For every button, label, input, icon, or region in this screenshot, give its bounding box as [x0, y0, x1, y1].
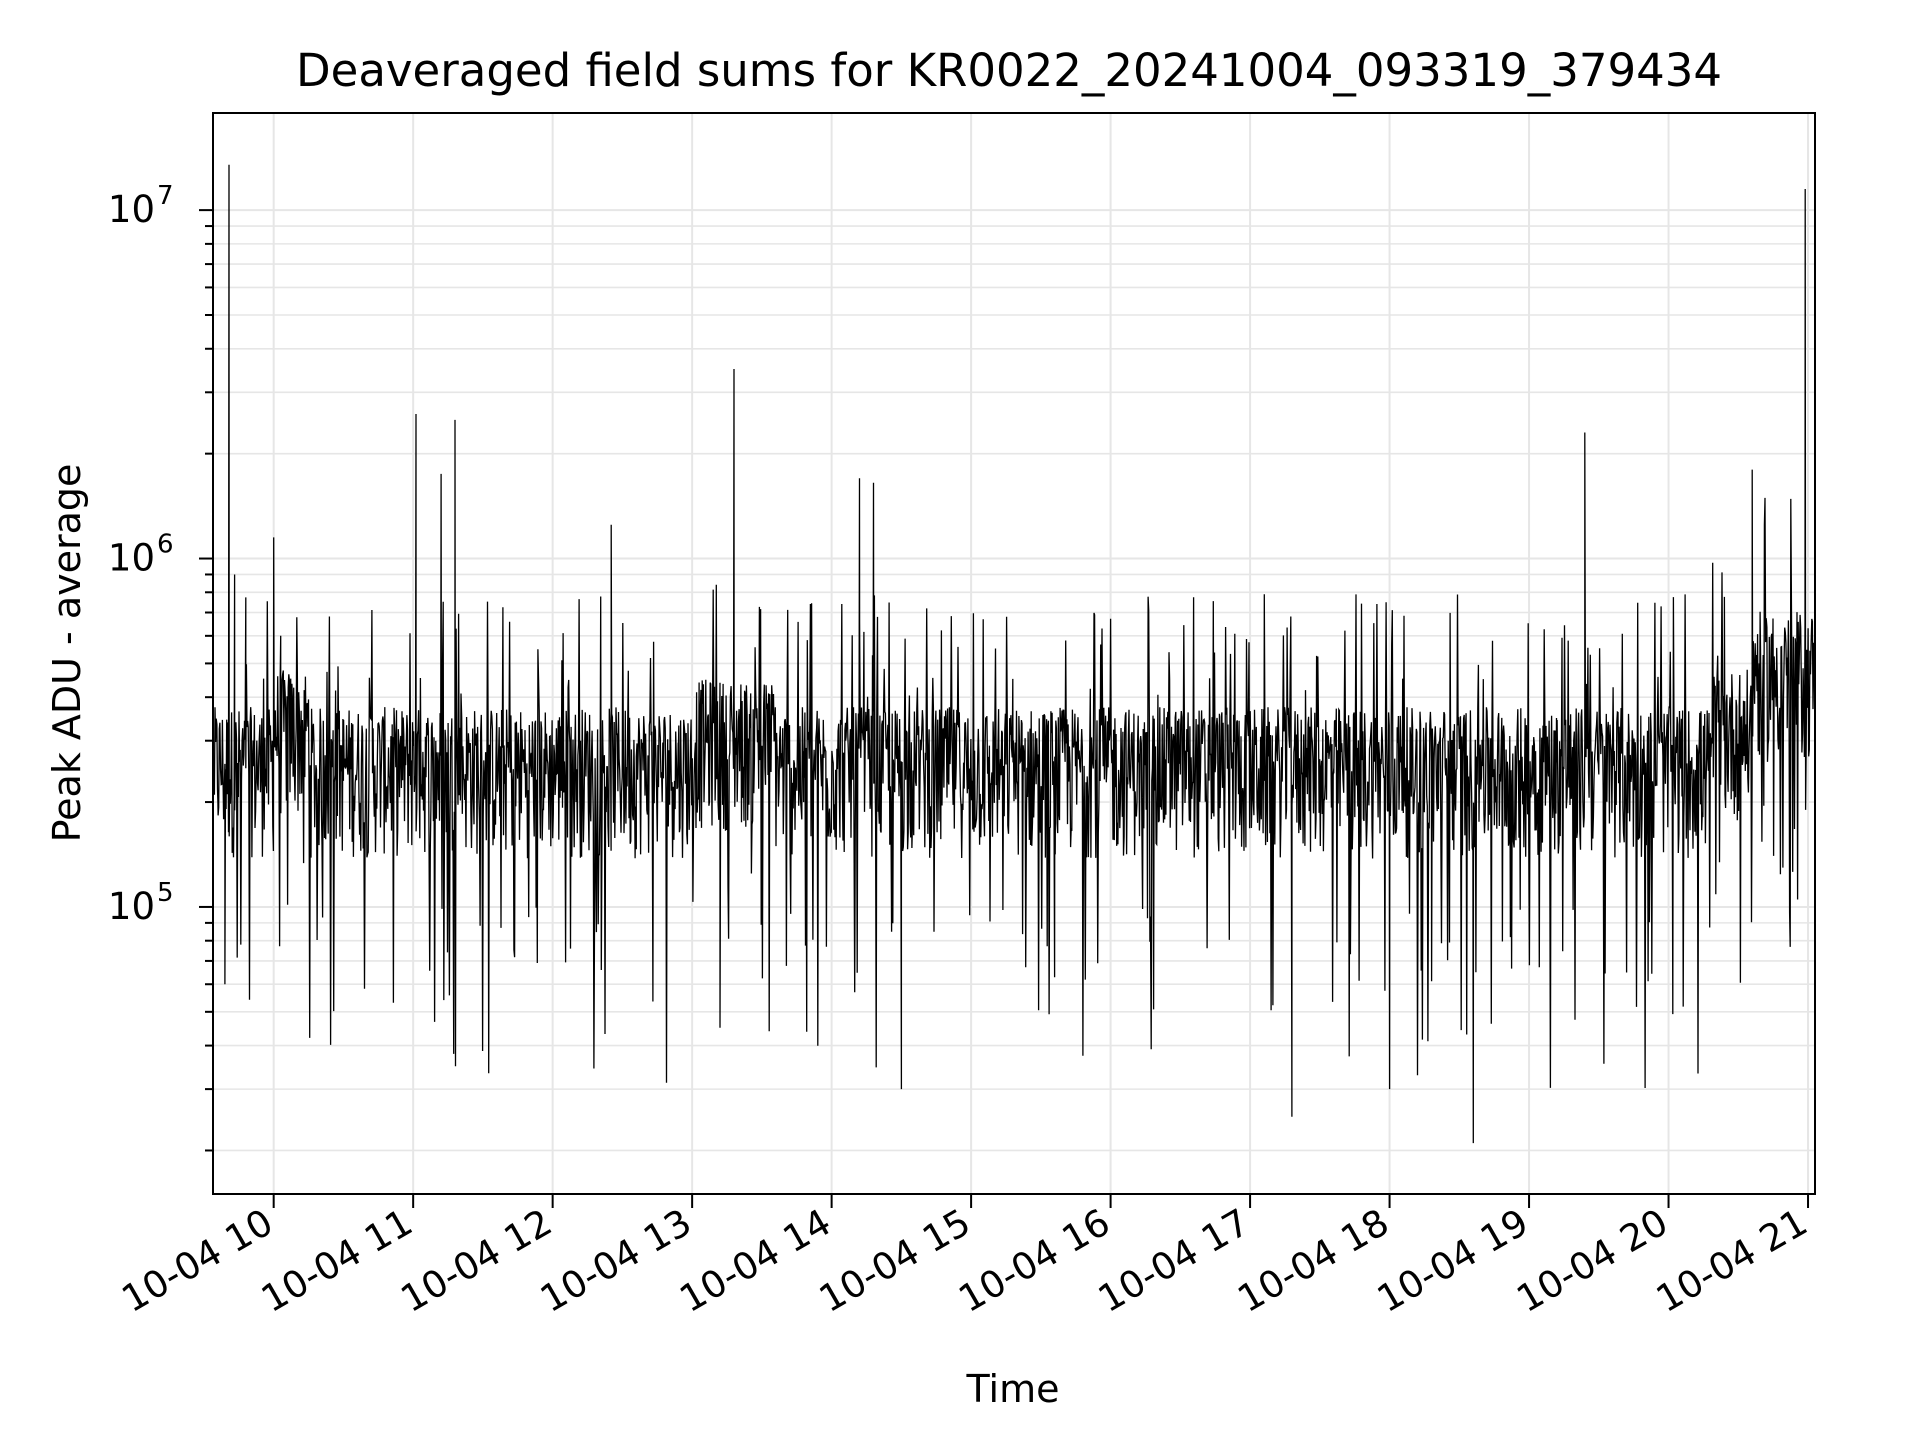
x-tick-label: 10-04 19 [1370, 1201, 1536, 1321]
x-tick-label: 10-04 16 [952, 1201, 1118, 1321]
x-tick-label: 10-04 14 [673, 1201, 839, 1321]
chart-title: Deaveraged field sums for KR0022_2024100… [296, 44, 1722, 97]
x-tick-label: 10-04 12 [394, 1201, 560, 1321]
x-axis-label: Time [966, 1367, 1060, 1411]
x-tick-label: 10-04 17 [1091, 1201, 1257, 1321]
x-tick-label: 10-04 20 [1509, 1201, 1675, 1321]
series-line [213, 164, 1815, 1144]
y-tick-label: 10 [108, 885, 155, 928]
plot-frame [212, 112, 1816, 1195]
y-tick-exponent: 7 [157, 181, 174, 211]
x-tick-label: 10-04 21 [1649, 1201, 1815, 1321]
y-tick-exponent: 6 [157, 530, 174, 560]
x-tick-label: 10-04 11 [254, 1201, 420, 1321]
y-tick-label: 10 [108, 188, 155, 231]
y-tick-label: 10 [108, 537, 155, 580]
x-tick-label: 10-04 18 [1230, 1201, 1396, 1321]
x-tick-label: 10-04 13 [533, 1201, 699, 1321]
x-tick-label: 10-04 10 [115, 1201, 281, 1321]
y-axis-label: Peak ADU - average [45, 464, 89, 843]
grid [213, 113, 1815, 1194]
y-tick-exponent: 5 [157, 878, 174, 908]
x-tick-label: 10-04 15 [812, 1201, 978, 1321]
series [213, 164, 1815, 1144]
